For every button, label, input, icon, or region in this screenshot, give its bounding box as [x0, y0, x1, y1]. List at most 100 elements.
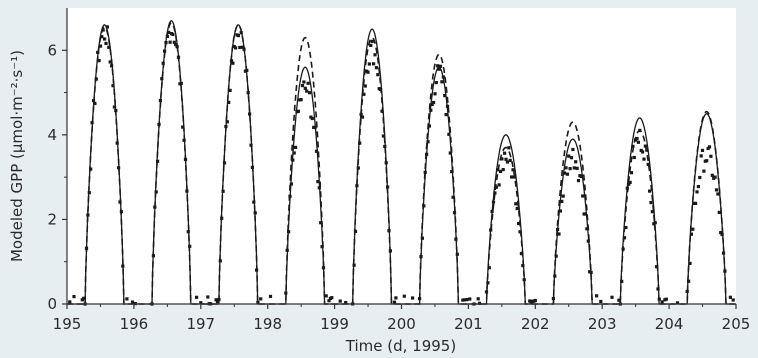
observed-point	[256, 300, 260, 304]
observed-point	[419, 255, 423, 259]
observed-point	[689, 232, 693, 236]
observed-point	[358, 141, 362, 145]
observed-point	[356, 166, 360, 170]
observed-point	[629, 171, 634, 175]
observed-point	[206, 295, 210, 299]
observed-point	[568, 167, 572, 171]
observed-point	[714, 188, 719, 192]
observed-point	[121, 264, 125, 268]
observed-point	[217, 298, 221, 302]
observed-point	[117, 166, 121, 170]
observed-point	[179, 81, 183, 85]
y-axis-label: Modeled GPP (µmol·m⁻²·s⁻¹)	[8, 50, 26, 262]
observed-point	[491, 200, 496, 204]
observed-point	[84, 246, 89, 250]
observed-point	[319, 221, 323, 225]
observed-point	[355, 184, 359, 188]
observed-point	[512, 175, 516, 179]
observed-point	[321, 266, 326, 270]
observed-point	[284, 291, 288, 295]
observed-point	[450, 170, 454, 174]
x-tick-label: 196	[120, 315, 149, 333]
observed-point	[687, 279, 691, 283]
observed-point	[476, 297, 480, 301]
observed-point	[728, 295, 732, 299]
observed-point	[707, 145, 712, 149]
observed-point	[515, 206, 519, 211]
observed-point	[645, 148, 649, 152]
observed-point	[490, 209, 494, 214]
observed-point	[330, 296, 334, 300]
observed-point	[436, 64, 440, 68]
observed-point	[250, 165, 254, 169]
observed-point	[218, 259, 222, 263]
observed-point	[305, 89, 309, 93]
observed-point	[551, 296, 555, 301]
observed-point	[379, 87, 383, 91]
observed-point	[292, 151, 296, 155]
observed-point	[653, 221, 657, 225]
observed-point	[253, 211, 257, 215]
observed-point	[567, 154, 571, 158]
observed-point	[627, 182, 631, 186]
observed-point	[500, 157, 504, 161]
observed-point	[252, 200, 256, 204]
observed-point	[353, 229, 358, 233]
observed-point	[723, 269, 727, 273]
observed-point	[259, 297, 263, 301]
observed-point	[675, 301, 680, 305]
observed-point	[238, 45, 242, 50]
observed-point	[496, 168, 500, 172]
observed-point	[363, 84, 367, 88]
observed-point	[557, 232, 561, 236]
observed-point	[387, 229, 391, 233]
observed-point	[108, 60, 112, 64]
x-tick-label: 205	[722, 315, 751, 333]
observed-point	[174, 43, 178, 47]
observed-point	[599, 299, 603, 304]
observed-point	[437, 67, 441, 71]
observed-point	[554, 254, 558, 258]
observed-point	[183, 157, 188, 162]
y-tick-label: 2	[47, 210, 57, 228]
observed-point	[420, 236, 424, 240]
observed-point	[82, 296, 86, 300]
observed-point	[585, 227, 589, 231]
observed-point	[392, 300, 397, 304]
observed-point	[111, 84, 115, 88]
observed-point	[418, 297, 422, 301]
x-tick-label: 203	[588, 315, 617, 333]
observed-point	[372, 62, 376, 66]
observed-point	[367, 62, 371, 66]
observed-point	[514, 202, 518, 206]
observed-point	[314, 149, 319, 153]
observed-point	[440, 80, 444, 84]
x-tick-label: 198	[253, 315, 282, 333]
observed-point	[621, 247, 625, 251]
observed-point	[172, 40, 176, 44]
x-tick-label: 202	[521, 315, 550, 333]
observed-point	[324, 294, 328, 298]
observed-point	[702, 169, 706, 173]
observed-point	[100, 35, 104, 39]
observed-point	[362, 92, 366, 96]
observed-point	[299, 98, 303, 102]
observed-point	[657, 297, 661, 301]
observed-point	[114, 109, 118, 113]
observed-point	[646, 162, 650, 166]
observed-point	[423, 170, 427, 174]
observed-point	[448, 151, 452, 155]
observed-point	[285, 248, 289, 252]
observed-point	[452, 211, 457, 215]
observed-point	[153, 205, 157, 209]
observed-point	[107, 45, 111, 49]
observed-point	[650, 210, 654, 214]
observed-point	[154, 190, 158, 194]
observed-point	[643, 144, 647, 148]
observed-point	[164, 41, 168, 45]
observed-point	[719, 231, 723, 235]
observed-point	[517, 221, 521, 226]
observed-point	[402, 294, 406, 298]
observed-point	[511, 168, 515, 172]
observed-point	[287, 230, 291, 234]
